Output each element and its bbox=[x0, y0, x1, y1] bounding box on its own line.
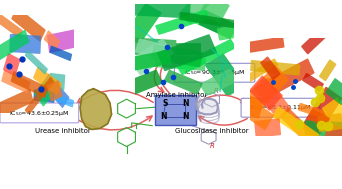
FancyBboxPatch shape bbox=[205, 54, 246, 97]
FancyBboxPatch shape bbox=[11, 7, 45, 42]
FancyBboxPatch shape bbox=[0, 103, 79, 123]
FancyBboxPatch shape bbox=[155, 10, 209, 35]
FancyBboxPatch shape bbox=[151, 44, 203, 67]
FancyBboxPatch shape bbox=[250, 60, 300, 76]
FancyBboxPatch shape bbox=[324, 123, 342, 149]
FancyBboxPatch shape bbox=[254, 119, 281, 138]
Text: S: S bbox=[163, 99, 168, 108]
FancyBboxPatch shape bbox=[183, 10, 222, 33]
FancyBboxPatch shape bbox=[177, 39, 236, 75]
Text: N: N bbox=[160, 112, 167, 121]
FancyBboxPatch shape bbox=[44, 30, 60, 50]
FancyBboxPatch shape bbox=[42, 74, 69, 108]
FancyBboxPatch shape bbox=[268, 58, 315, 94]
FancyBboxPatch shape bbox=[322, 97, 342, 132]
FancyBboxPatch shape bbox=[129, 38, 174, 75]
Text: IC$_{50}$=90.3±1.08μM: IC$_{50}$=90.3±1.08μM bbox=[184, 68, 245, 77]
FancyBboxPatch shape bbox=[243, 36, 285, 53]
FancyBboxPatch shape bbox=[298, 103, 327, 119]
FancyBboxPatch shape bbox=[164, 70, 203, 94]
FancyBboxPatch shape bbox=[199, 69, 238, 97]
FancyBboxPatch shape bbox=[126, 0, 191, 19]
FancyBboxPatch shape bbox=[34, 80, 54, 107]
Text: Glucosidase inhibitor: Glucosidase inhibitor bbox=[175, 128, 249, 134]
FancyBboxPatch shape bbox=[217, 25, 243, 41]
FancyBboxPatch shape bbox=[232, 92, 274, 130]
FancyBboxPatch shape bbox=[50, 46, 72, 61]
FancyBboxPatch shape bbox=[179, 12, 235, 28]
FancyBboxPatch shape bbox=[280, 108, 322, 150]
FancyBboxPatch shape bbox=[33, 66, 62, 95]
FancyBboxPatch shape bbox=[9, 34, 41, 54]
FancyBboxPatch shape bbox=[272, 106, 319, 145]
FancyBboxPatch shape bbox=[301, 29, 327, 54]
FancyBboxPatch shape bbox=[249, 75, 283, 111]
FancyBboxPatch shape bbox=[199, 0, 230, 23]
Text: IC$_{50}$=43.6±0.25μM: IC$_{50}$=43.6±0.25μM bbox=[9, 108, 70, 118]
FancyBboxPatch shape bbox=[49, 73, 65, 90]
Text: Amylase inhibitor: Amylase inhibitor bbox=[145, 91, 207, 98]
FancyBboxPatch shape bbox=[233, 58, 278, 90]
FancyBboxPatch shape bbox=[304, 120, 342, 137]
FancyBboxPatch shape bbox=[3, 53, 21, 76]
FancyBboxPatch shape bbox=[47, 27, 89, 53]
FancyBboxPatch shape bbox=[154, 54, 206, 71]
Text: N: N bbox=[182, 99, 188, 108]
FancyBboxPatch shape bbox=[246, 65, 289, 111]
FancyBboxPatch shape bbox=[325, 78, 342, 105]
FancyBboxPatch shape bbox=[241, 98, 320, 117]
FancyBboxPatch shape bbox=[0, 88, 34, 118]
Polygon shape bbox=[196, 95, 218, 114]
Text: N: N bbox=[182, 112, 188, 121]
FancyBboxPatch shape bbox=[308, 109, 330, 128]
FancyBboxPatch shape bbox=[157, 34, 217, 71]
FancyBboxPatch shape bbox=[135, 38, 176, 62]
FancyBboxPatch shape bbox=[123, 3, 162, 44]
FancyBboxPatch shape bbox=[108, 70, 163, 103]
FancyBboxPatch shape bbox=[319, 59, 337, 81]
FancyBboxPatch shape bbox=[120, 37, 176, 57]
FancyBboxPatch shape bbox=[255, 77, 291, 120]
FancyBboxPatch shape bbox=[1, 70, 30, 93]
Polygon shape bbox=[80, 89, 111, 129]
FancyBboxPatch shape bbox=[25, 50, 48, 74]
FancyBboxPatch shape bbox=[178, 0, 211, 24]
FancyBboxPatch shape bbox=[260, 57, 280, 80]
FancyBboxPatch shape bbox=[34, 89, 55, 103]
FancyBboxPatch shape bbox=[155, 95, 196, 125]
Text: IC$_{50}$=68.3±0.11μM: IC$_{50}$=68.3±0.11μM bbox=[250, 103, 311, 112]
FancyBboxPatch shape bbox=[112, 50, 172, 74]
FancyBboxPatch shape bbox=[199, 11, 238, 39]
FancyBboxPatch shape bbox=[11, 71, 48, 98]
FancyBboxPatch shape bbox=[174, 63, 255, 82]
FancyBboxPatch shape bbox=[242, 95, 264, 119]
FancyBboxPatch shape bbox=[302, 73, 324, 91]
FancyBboxPatch shape bbox=[0, 7, 23, 38]
Text: R: R bbox=[210, 143, 215, 149]
Text: Urease inhibitor: Urease inhibitor bbox=[35, 128, 91, 134]
FancyBboxPatch shape bbox=[0, 30, 29, 61]
Text: R: R bbox=[214, 88, 219, 94]
FancyBboxPatch shape bbox=[25, 77, 54, 115]
FancyBboxPatch shape bbox=[55, 94, 74, 107]
FancyBboxPatch shape bbox=[301, 87, 342, 139]
FancyBboxPatch shape bbox=[176, 43, 201, 55]
FancyBboxPatch shape bbox=[317, 113, 342, 132]
FancyBboxPatch shape bbox=[47, 80, 63, 101]
